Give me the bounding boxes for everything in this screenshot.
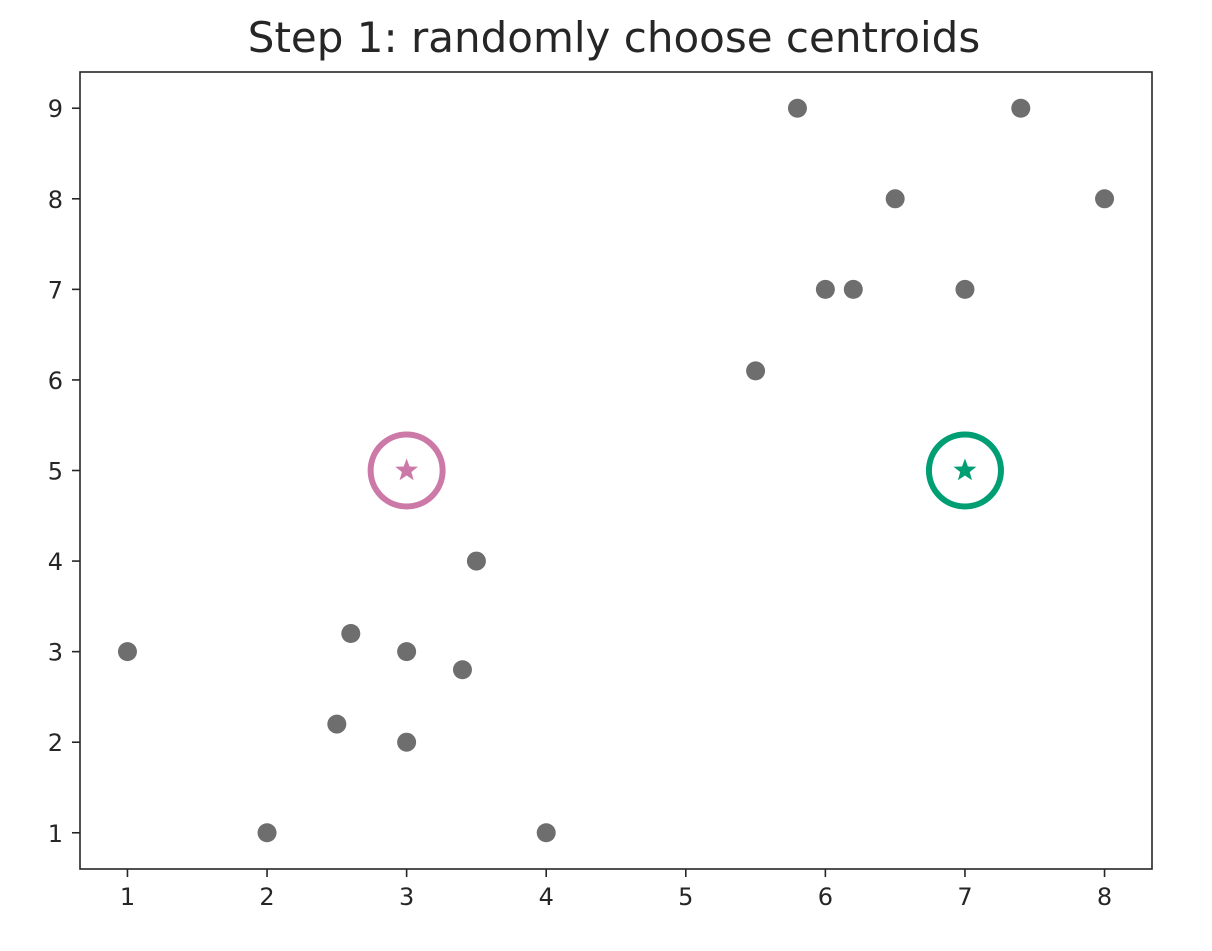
data-point bbox=[746, 361, 766, 381]
x-tick-label: 7 bbox=[957, 883, 972, 911]
y-tick-label: 5 bbox=[48, 458, 63, 486]
y-tick-label: 1 bbox=[48, 820, 63, 848]
data-point bbox=[885, 189, 905, 209]
y-tick-label: 4 bbox=[48, 548, 63, 576]
data-point bbox=[466, 551, 486, 571]
data-point bbox=[1011, 98, 1031, 118]
y-tick-label: 9 bbox=[48, 95, 63, 123]
y-tick-label: 2 bbox=[48, 729, 63, 757]
data-point bbox=[955, 279, 975, 299]
axis-ticks: 1 2 3 4 5 6 7 8 1 2 3 4 5 6 7 8 9 bbox=[48, 95, 1112, 911]
chart-title: Step 1: randomly choose centroids bbox=[248, 13, 980, 62]
y-tick-label: 8 bbox=[48, 186, 63, 214]
data-point bbox=[1095, 189, 1115, 209]
data-point bbox=[397, 732, 417, 752]
data-point bbox=[843, 279, 863, 299]
data-point bbox=[397, 642, 417, 662]
data-points bbox=[117, 98, 1115, 843]
x-tick-label: 3 bbox=[399, 883, 414, 911]
y-tick-label: 6 bbox=[48, 367, 63, 395]
data-point bbox=[327, 714, 347, 734]
x-tick-label: 8 bbox=[1097, 883, 1112, 911]
data-point bbox=[257, 823, 277, 843]
x-tick-label: 2 bbox=[259, 883, 274, 911]
centroid-star-icon bbox=[953, 458, 977, 481]
y-tick-label: 7 bbox=[48, 276, 63, 304]
centroid-ring bbox=[367, 431, 446, 510]
x-tick-label: 4 bbox=[539, 883, 554, 911]
y-tick-label: 3 bbox=[48, 639, 63, 667]
x-tick-label: 5 bbox=[678, 883, 693, 911]
data-point bbox=[117, 642, 137, 662]
data-point bbox=[787, 98, 807, 118]
plot-area-frame bbox=[79, 71, 1153, 870]
centroid-marker bbox=[925, 431, 1004, 510]
data-point bbox=[815, 279, 835, 299]
data-point bbox=[536, 823, 556, 843]
data-point bbox=[452, 660, 472, 680]
x-tick-label: 1 bbox=[120, 883, 135, 911]
centroid-ring bbox=[925, 431, 1004, 510]
centroid-star-icon bbox=[395, 458, 419, 481]
data-point bbox=[341, 624, 361, 644]
x-tick-label: 6 bbox=[818, 883, 833, 911]
centroid-marker bbox=[367, 431, 446, 510]
